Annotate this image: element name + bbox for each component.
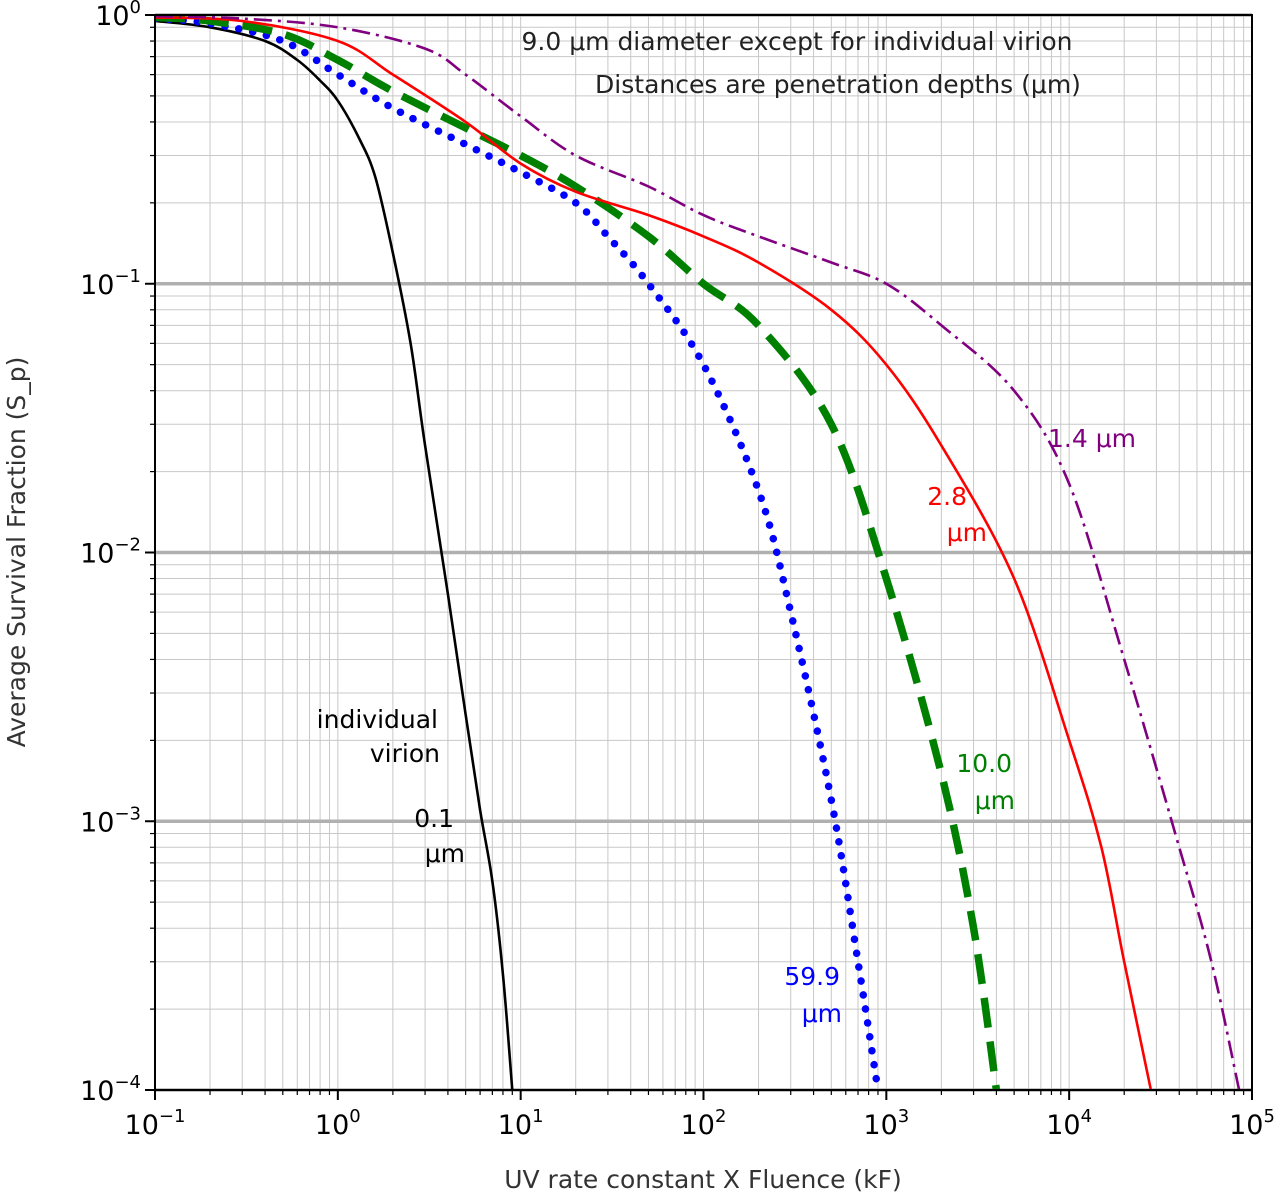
label-line: 10.0 bbox=[956, 749, 1012, 778]
y-tick-label: 10−3 bbox=[80, 803, 141, 838]
series-line-4 bbox=[155, 15, 1241, 1090]
y-tick-label: 10−1 bbox=[80, 266, 141, 301]
series-line-2 bbox=[155, 15, 1001, 1090]
label-line: μm bbox=[975, 786, 1015, 815]
label-59-9: 59.9 μm bbox=[784, 962, 842, 1028]
label-line: μm bbox=[425, 839, 465, 868]
x-tick-label: 100 bbox=[315, 1106, 361, 1141]
label-10-0: 10.0 μm bbox=[956, 749, 1015, 815]
label-line: 1.4 μm bbox=[1048, 424, 1136, 453]
y-tick-label: 100 bbox=[95, 0, 141, 32]
series-line-3 bbox=[155, 16, 1153, 1090]
y-tick-label: 10−4 bbox=[80, 1072, 141, 1107]
x-tick-label: 104 bbox=[1046, 1106, 1092, 1141]
y-tick-label: 10−2 bbox=[80, 535, 141, 570]
plot-frame bbox=[154, 14, 1253, 1091]
label-line: μm bbox=[802, 999, 842, 1028]
annotation-line-1: 9.0 μm diameter except for individual vi… bbox=[522, 27, 1073, 56]
y-axis-title: Average Survival Fraction (S_p) bbox=[2, 357, 31, 748]
x-tick-label: 102 bbox=[681, 1106, 727, 1141]
curves bbox=[155, 15, 1241, 1090]
x-tick-label: 105 bbox=[1229, 1106, 1275, 1141]
grid bbox=[154, 13, 1253, 1092]
label-line: 0.1 bbox=[414, 804, 454, 833]
x-tick-label: 10−1 bbox=[125, 1106, 186, 1141]
label-1-4: 1.4 μm bbox=[1048, 424, 1136, 453]
annotation-line-2: Distances are penetration depths (μm) bbox=[595, 70, 1081, 99]
label-line: 2.8 bbox=[927, 482, 967, 511]
label-line: 59.9 bbox=[784, 962, 840, 991]
label-line: individual bbox=[317, 705, 438, 734]
x-tick-label: 103 bbox=[863, 1106, 909, 1141]
label-line: virion bbox=[370, 739, 440, 768]
label-2-8: 2.8 μm bbox=[927, 482, 987, 547]
label-individual-virion: individual virion 0.1 μm bbox=[317, 705, 465, 868]
label-line: μm bbox=[947, 518, 987, 547]
axis-ticks: 10−1 100 101 102 103 104 105 100 10−1 10−2 10−3 10−… bbox=[80, 0, 1275, 1141]
series-line-0 bbox=[155, 19, 514, 1090]
x-tick-label: 101 bbox=[498, 1106, 544, 1141]
x-axis-title: UV rate constant X Fluence (kF) bbox=[504, 1165, 902, 1194]
series-line-1 bbox=[155, 15, 882, 1090]
